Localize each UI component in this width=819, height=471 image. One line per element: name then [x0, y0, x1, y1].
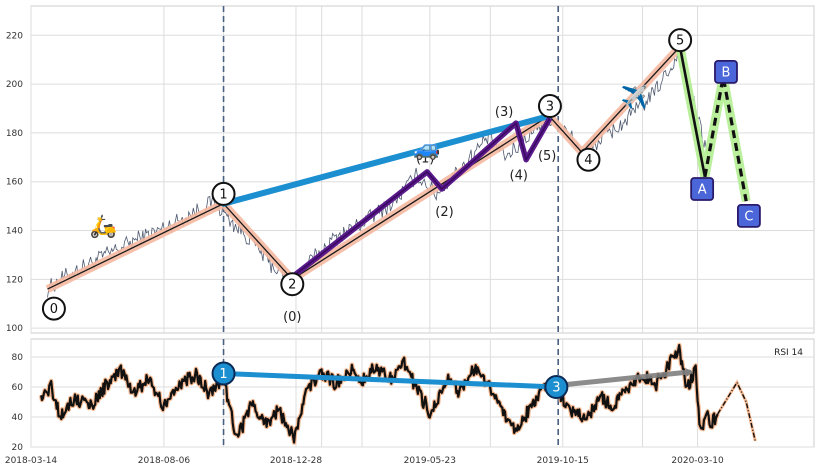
rsi-y-tick-label: 20: [12, 443, 24, 453]
x-tick-label: 2019-05-23: [404, 456, 456, 466]
wave-label-circle: [41, 296, 66, 321]
correction-label-B: B: [722, 65, 731, 80]
wave-label-1: 1: [219, 187, 227, 202]
rsi-projection-line: [717, 381, 756, 442]
subwave-purple-inner: [291, 117, 551, 278]
rsi-legend-label: RSI 14: [774, 348, 803, 358]
correction-line-a: [678, 47, 707, 178]
wave-label-circle: [576, 147, 601, 172]
wave-label-5: 5: [676, 34, 684, 49]
wave-label-0: 0: [50, 302, 58, 317]
emoji-marker: 🛵: [90, 214, 117, 240]
rsi-wave-label-1: 1: [219, 367, 227, 382]
correction-line-bc: [703, 76, 748, 202]
subwave-label: (2): [435, 205, 453, 220]
wave-label-3: 3: [546, 100, 554, 115]
rsi-y-tick-label: 60: [12, 383, 24, 393]
subwave-label: (4): [510, 168, 528, 183]
wave-1-3-trendline: [220, 112, 553, 207]
x-tick-label: 2018-08-06: [138, 456, 191, 466]
x-tick-label: 2019-10-15: [537, 456, 589, 466]
wave-label-circle: [211, 181, 236, 206]
rsi-wave-label-3: 3: [552, 381, 560, 396]
subwave-label: (3): [495, 105, 513, 120]
wave-label-2: 2: [288, 278, 296, 293]
x-tick-label: 2020-03-10: [671, 456, 724, 466]
correction-label-box: [714, 59, 738, 84]
emoji-marker: 🚙: [413, 136, 440, 162]
correction-label-box: [690, 177, 715, 201]
x-tick-label: 2018-03-14: [5, 456, 58, 466]
rsi-y-tick-label: 80: [12, 353, 24, 363]
rsi-divergence-blue: [221, 371, 559, 390]
rsi-series-line: [40, 344, 719, 444]
price-plot-area: [30, 5, 815, 334]
price-y-tick-label: 180: [6, 129, 23, 139]
wave-label-circle: [668, 28, 693, 53]
correction-label-C: C: [744, 209, 753, 224]
price-panel: 100 120 140 160 180 200 220 0 1 2 3 4 5 (0) (1) (2) (3) (…: [6, 5, 815, 334]
price-y-tick-label: 200: [6, 80, 23, 90]
correction-label-A: A: [698, 183, 707, 198]
wave-label-circle: [280, 272, 305, 297]
subwave-label: (0): [283, 310, 301, 325]
impulse-wave-line: [47, 47, 680, 290]
correction-label-box: [737, 203, 761, 228]
price-y-tick-label: 120: [6, 275, 23, 285]
price-y-tick-label: 140: [6, 227, 23, 237]
wave-label-circle: [537, 94, 562, 119]
rsi-panel: 20 40 60 80 1 3 RSI 14: [12, 338, 815, 453]
rsi-divergence-arrowhead: [685, 368, 694, 377]
rsi-divergence-gray: [553, 369, 692, 388]
price-y-tick-label: 100: [6, 324, 23, 334]
rsi-wave-label-circle: [211, 361, 236, 386]
price-y-tick-label: 220: [6, 31, 23, 41]
subwave-label: (1): [416, 151, 434, 166]
emoji-marker: ✈️: [621, 83, 648, 109]
x-axis: 2018-03-14 2018-08-06 2018-12-28 2019-05-23…: [5, 456, 724, 466]
rsi-y-tick-label: 40: [12, 413, 24, 423]
wave-label-4: 4: [584, 153, 592, 168]
rsi-wave-label-circle: [544, 375, 569, 399]
subwave-label: (5): [538, 149, 556, 164]
x-tick-label: 2018-12-28: [270, 456, 323, 466]
price-y-tick-label: 160: [6, 178, 23, 188]
